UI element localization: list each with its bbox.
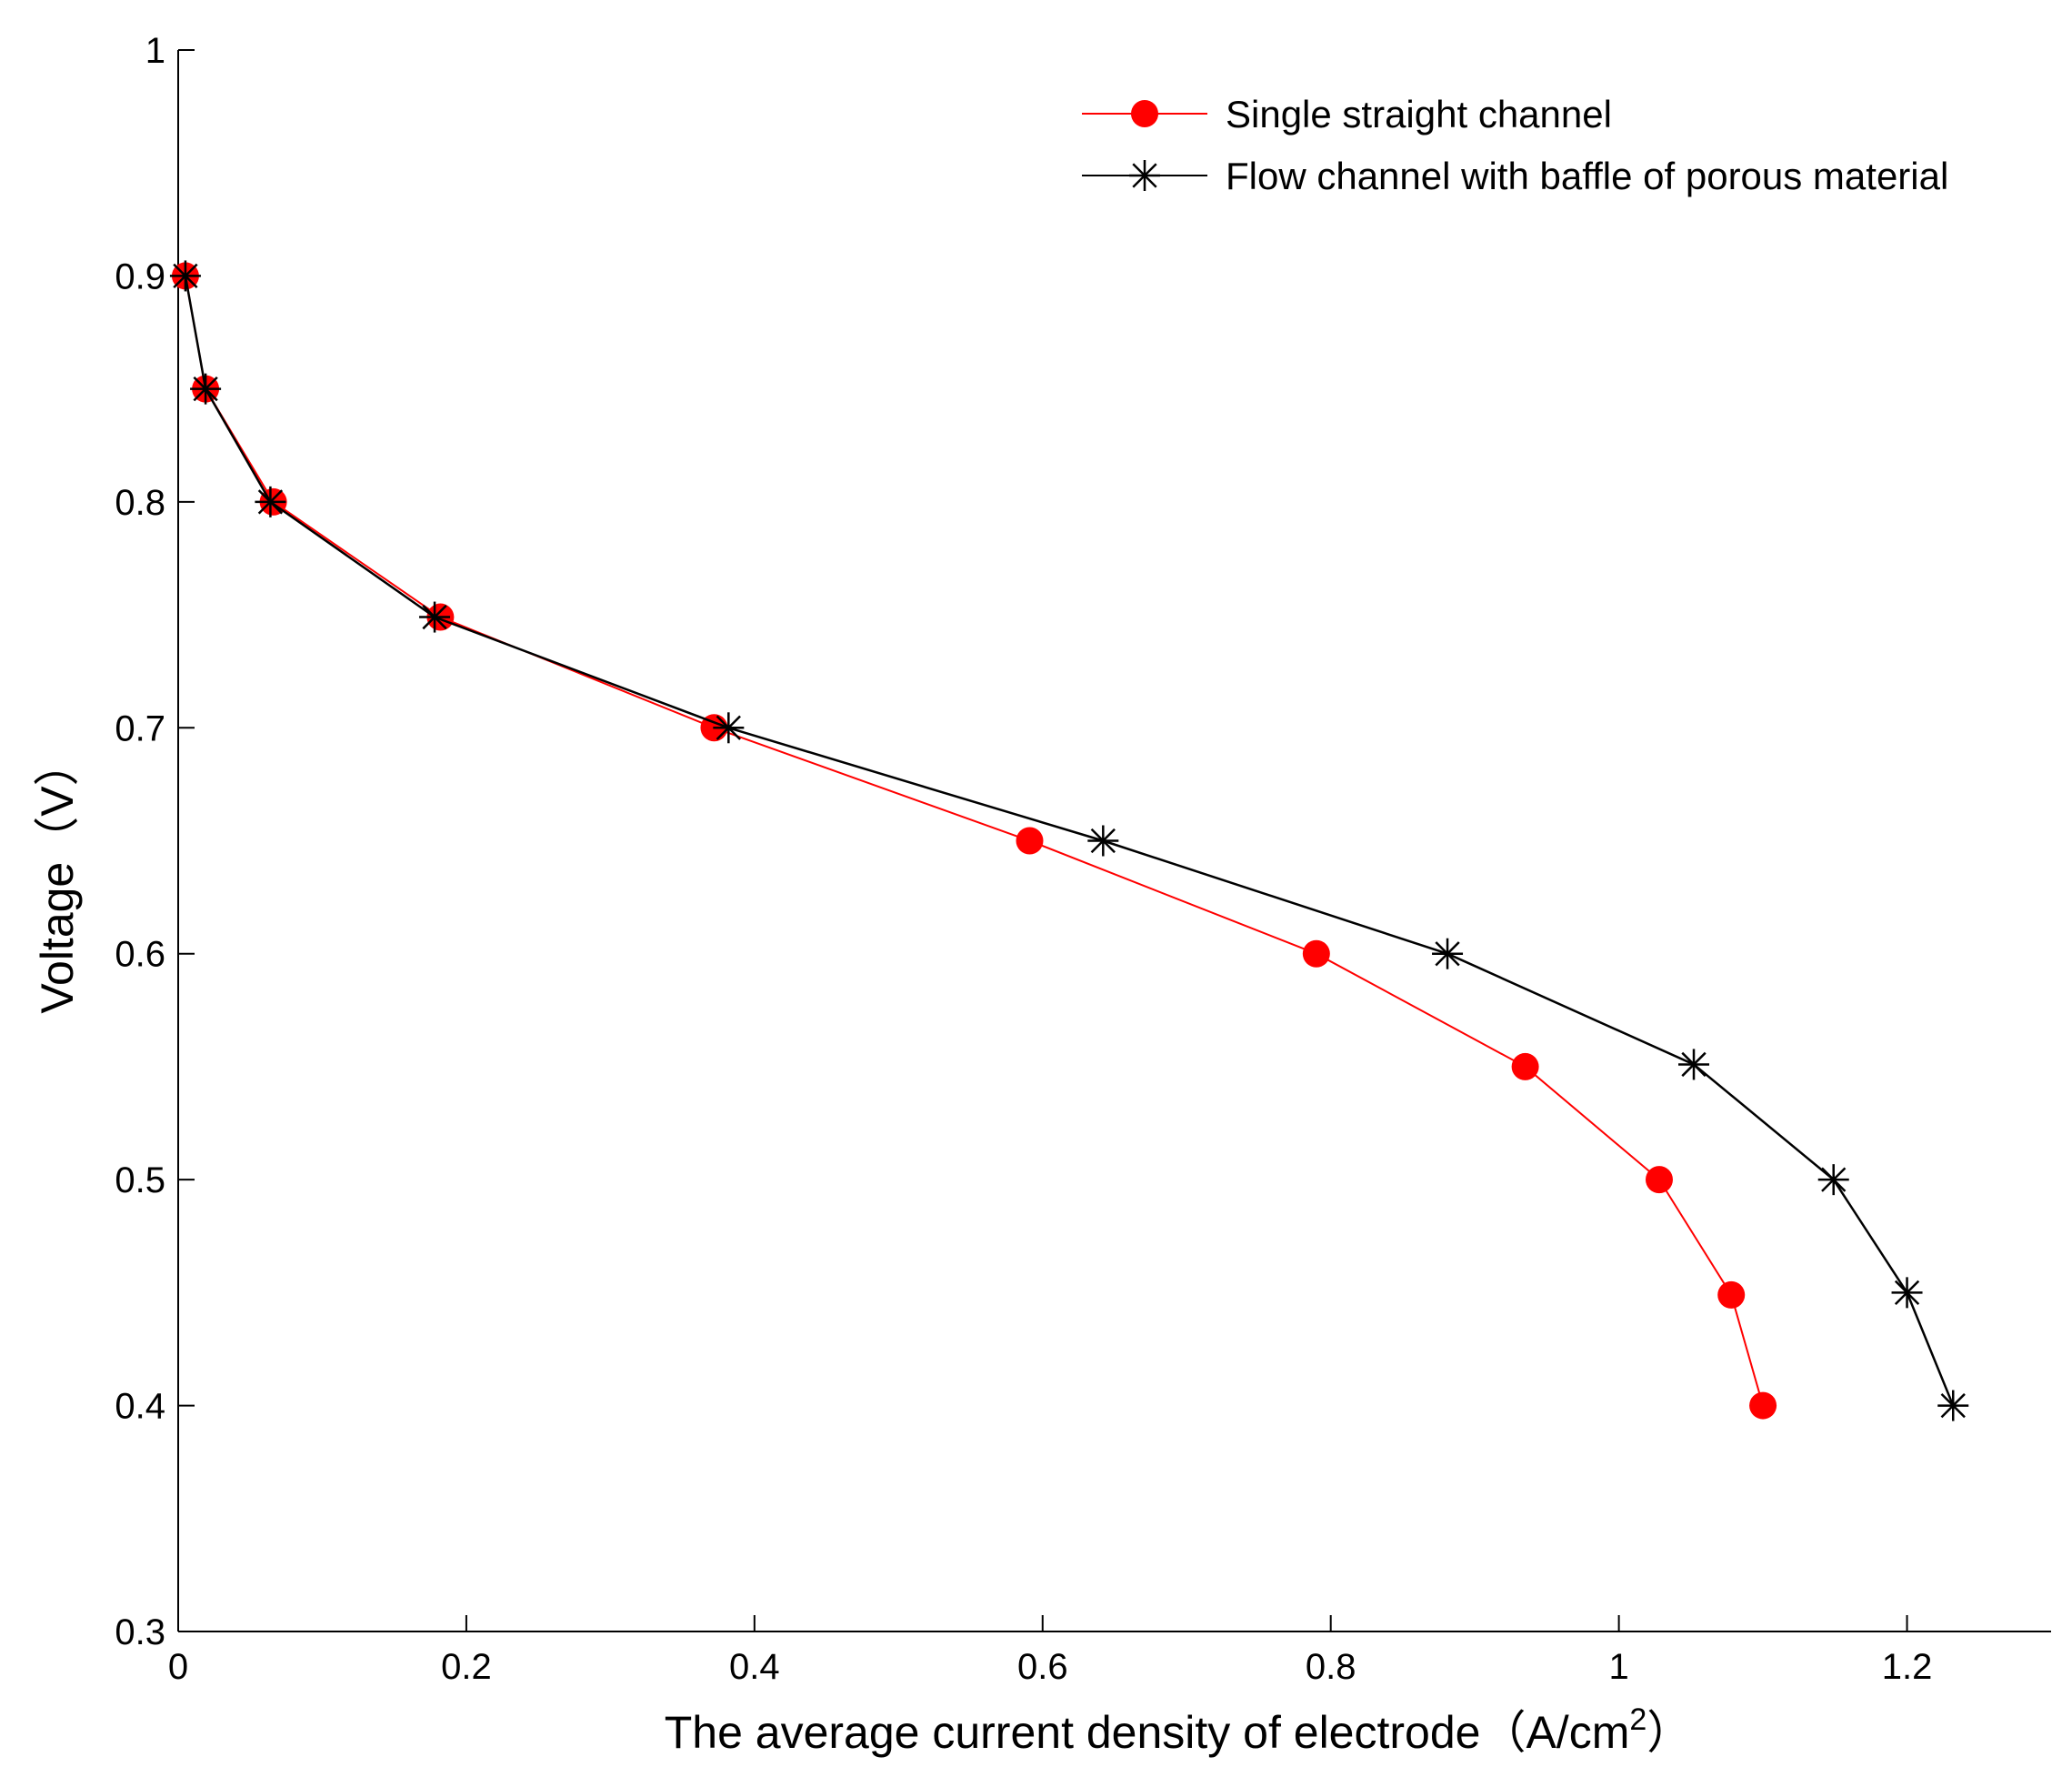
- x-tick-label: 0.8: [1306, 1647, 1356, 1687]
- data-point: [1302, 939, 1330, 968]
- asterisk-stroke: [1940, 1392, 1966, 1419]
- y-tick-label: 0.9: [115, 256, 165, 296]
- data-point: [190, 373, 222, 405]
- data-point: [1511, 1052, 1539, 1080]
- x-tick-label: 0.6: [1017, 1647, 1068, 1687]
- legend-item-1: Flow channel with baffle of porous mater…: [1082, 155, 1948, 197]
- legend-label: Single straight channel: [1226, 93, 1612, 136]
- x-axis-title-superscript: 2: [1629, 1702, 1647, 1737]
- x-tick-label: 1.2: [1882, 1647, 1933, 1687]
- legend-marker: [1129, 160, 1160, 191]
- data-point: [713, 712, 745, 744]
- data-point: [1016, 827, 1044, 855]
- data-point: [1749, 1391, 1777, 1420]
- asterisk-stroke: [1894, 1280, 1920, 1305]
- data-point: [1817, 1164, 1849, 1196]
- y-tick-label: 0.4: [115, 1387, 165, 1427]
- x-tick-label: 1: [1608, 1647, 1628, 1687]
- data-point: [1678, 1049, 1710, 1080]
- y-tick-label: 0.3: [115, 1612, 165, 1652]
- x-tick-label: 0.2: [441, 1647, 492, 1687]
- data-point: [1645, 1166, 1673, 1194]
- data-point: [419, 601, 451, 633]
- x-tick-label: 0.4: [729, 1647, 780, 1687]
- asterisk-stroke: [1090, 828, 1116, 854]
- data-point: [1937, 1390, 1969, 1421]
- asterisk-stroke: [1435, 941, 1460, 967]
- series-1: [169, 260, 1969, 1421]
- legend-marker: [1131, 100, 1158, 127]
- data-point: [1891, 1277, 1923, 1309]
- y-tick-label: 1: [145, 31, 165, 71]
- asterisk-stroke: [716, 715, 741, 740]
- data-point: [169, 260, 201, 292]
- legend-label: Flow channel with baffle of porous mater…: [1226, 155, 1948, 197]
- series-layer: [169, 260, 1969, 1421]
- asterisk-stroke: [1681, 1051, 1707, 1078]
- x-tick-label: 0: [168, 1647, 188, 1687]
- y-axis-title: Voltage（V）: [32, 740, 83, 1013]
- asterisk-stroke: [1132, 163, 1157, 188]
- x-axis-title: The average current density of electrode…: [665, 1702, 1693, 1758]
- data-point: [255, 486, 286, 517]
- asterisk-stroke: [173, 263, 198, 289]
- data-point: [1717, 1280, 1746, 1309]
- asterisk-stroke: [422, 604, 447, 630]
- y-tick-label: 0.7: [115, 708, 165, 748]
- data-point: [1087, 825, 1119, 857]
- data-point: [1432, 938, 1464, 969]
- y-tick-label: 0.8: [115, 483, 165, 523]
- asterisk-stroke: [193, 376, 218, 402]
- asterisk-stroke: [1821, 1167, 1847, 1192]
- x-axis-title-close: ）: [1647, 1707, 1692, 1758]
- y-tick-label: 0.5: [115, 1160, 165, 1200]
- axes: 0.3 0.4 0.5 0.6 0.7 0.8 0.9 1 0 0.2 0.4 0.6 0.8 1 1.2: [115, 31, 2051, 1687]
- legend: Single straight channel Flow channel with…: [1082, 93, 1948, 197]
- x-axis-title-main: The average current density of electrode…: [665, 1707, 1630, 1758]
- asterisk-stroke: [257, 489, 284, 515]
- y-tick-label: 0.6: [115, 935, 165, 975]
- legend-item-0: Single straight channel: [1082, 93, 1612, 136]
